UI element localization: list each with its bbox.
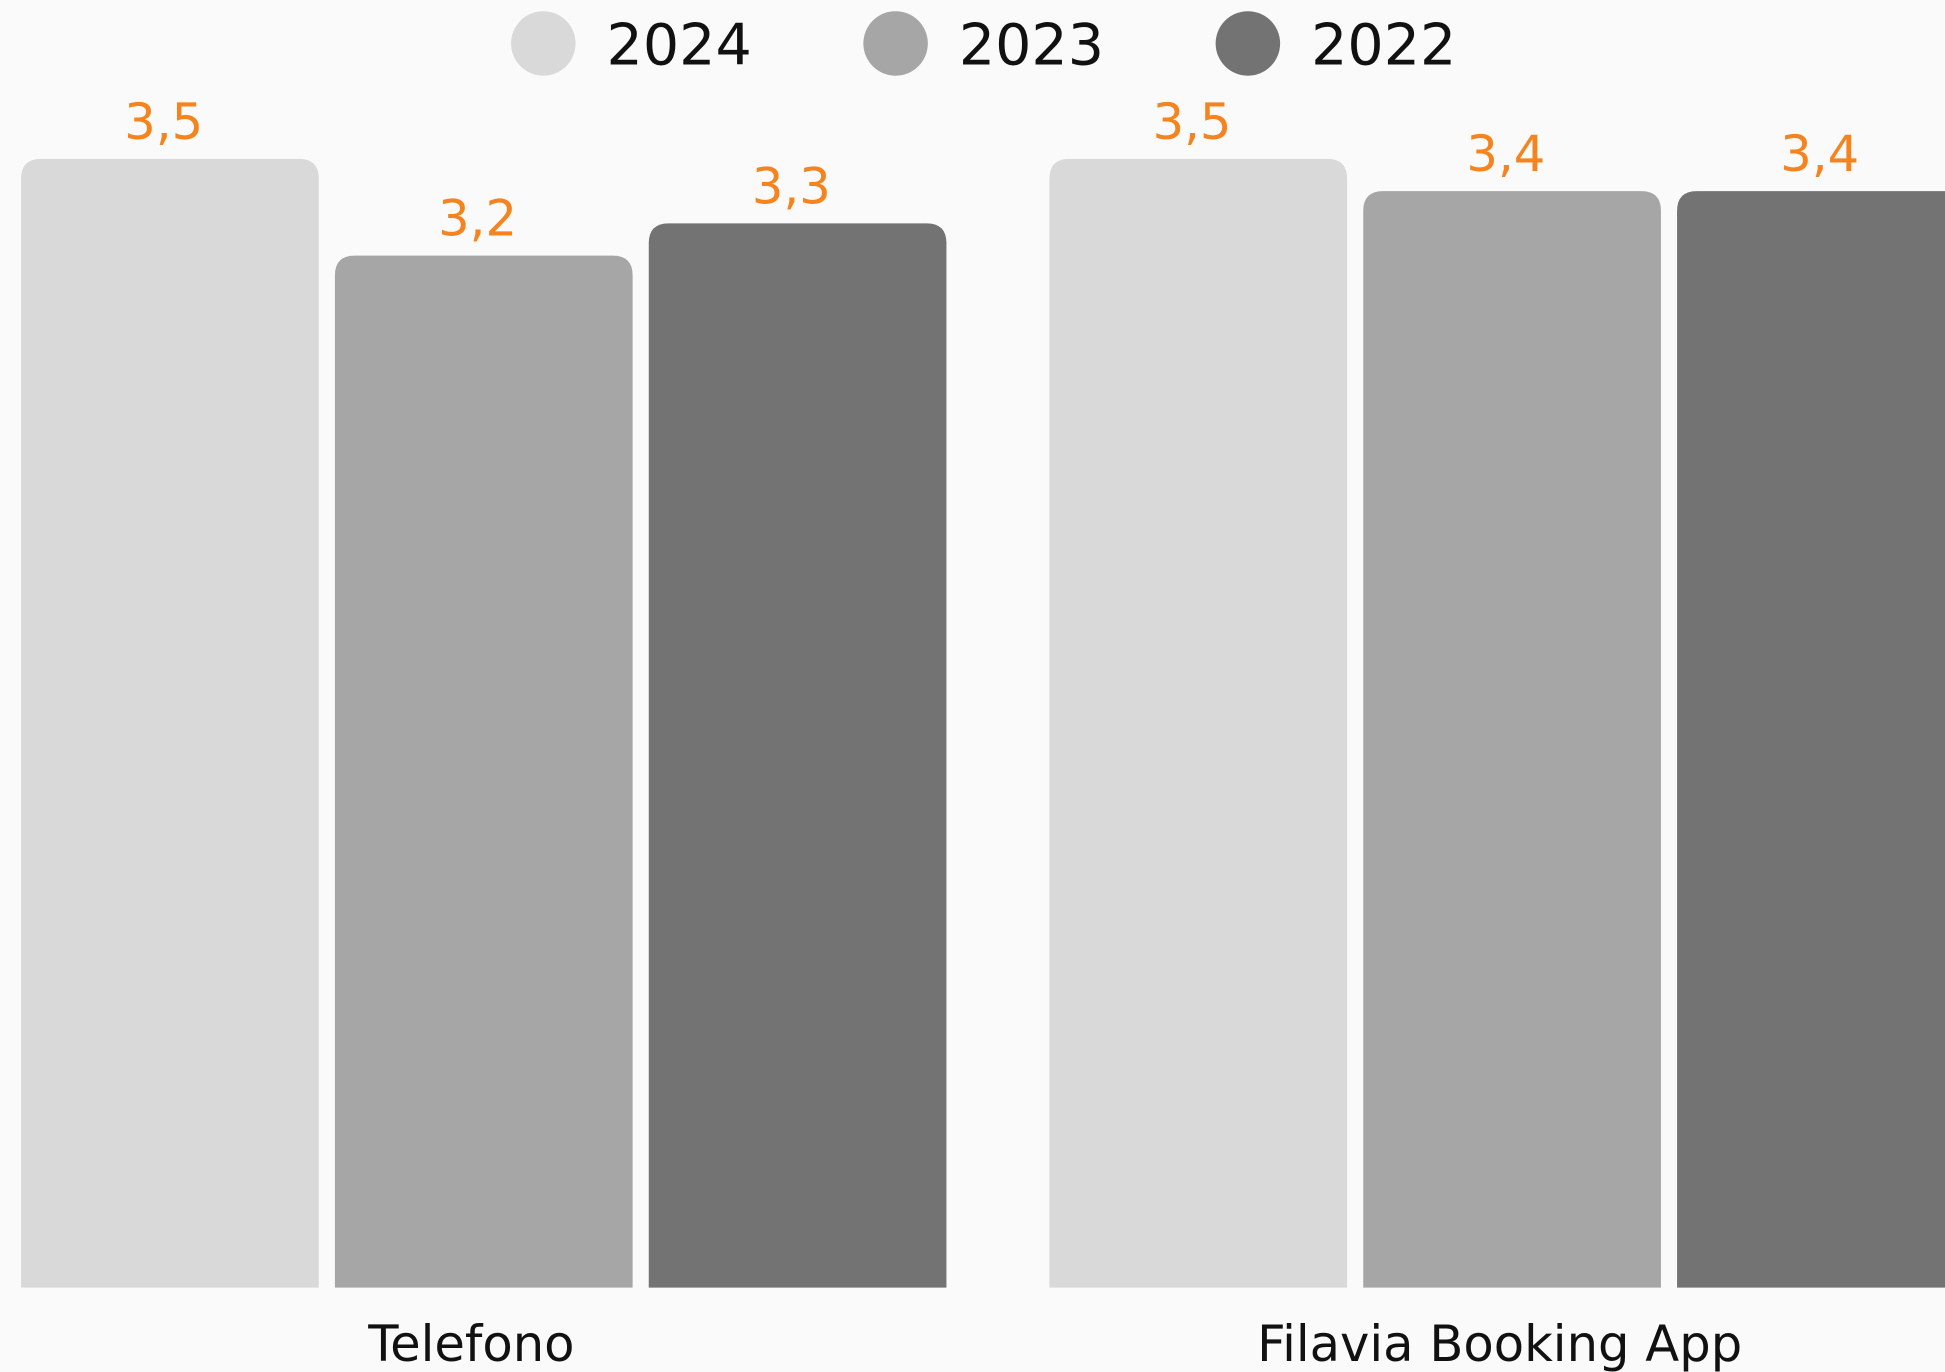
value-label: 3,5 — [124, 93, 203, 151]
value-label: 3,5 — [1153, 93, 1232, 151]
legend-label: 2022 — [1311, 13, 1456, 79]
value-label: 3,4 — [1466, 125, 1545, 183]
legend-swatch — [863, 11, 928, 76]
bar — [334, 255, 633, 1288]
legend-swatch — [511, 11, 576, 76]
x-tick-label: Telefono — [367, 1315, 574, 1372]
x-tick-label: Filavia Booking App — [1257, 1315, 1742, 1372]
bar — [1363, 191, 1661, 1288]
bar — [648, 223, 947, 1288]
legend-label: 2024 — [607, 13, 752, 79]
value-label: 3,4 — [1780, 125, 1859, 183]
legend-label: 2023 — [959, 13, 1104, 79]
value-label: 3,3 — [752, 157, 831, 215]
bar — [1677, 191, 1945, 1288]
value-label: 3,2 — [438, 190, 517, 248]
legend-swatch — [1215, 11, 1281, 76]
bar — [1049, 158, 1348, 1288]
bar — [21, 158, 319, 1288]
